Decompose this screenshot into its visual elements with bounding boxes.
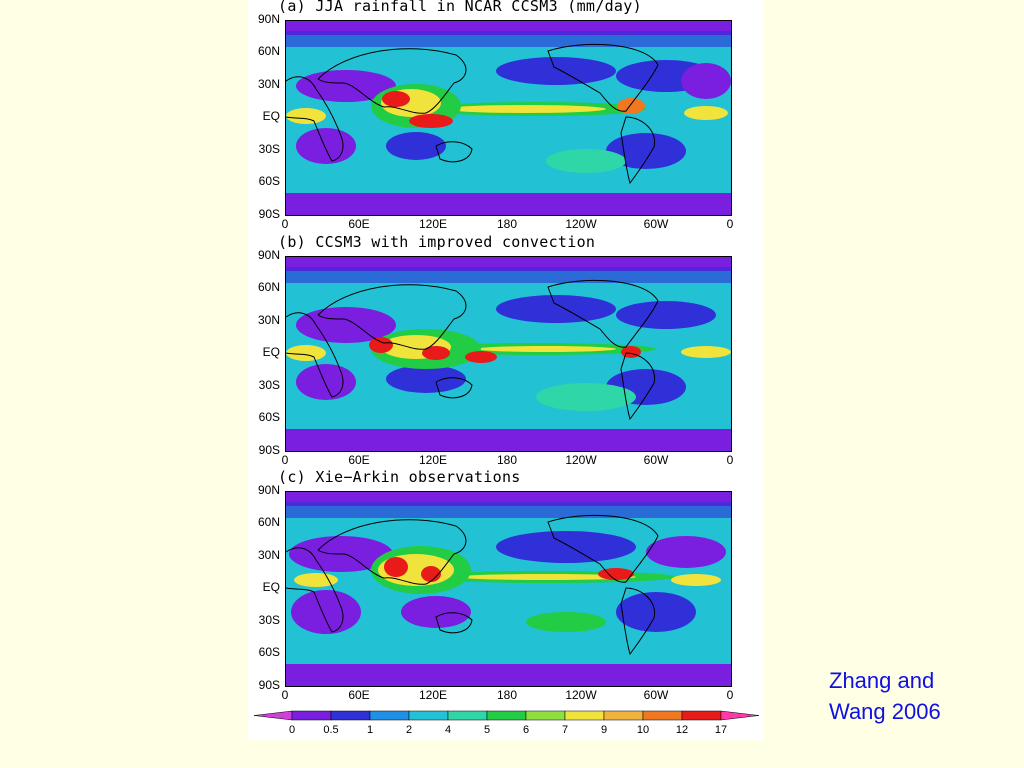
lon-label: 120E xyxy=(418,217,448,231)
colorbar-label: 6 xyxy=(522,724,530,736)
rainfall-map xyxy=(285,20,732,216)
lat-label: EQ xyxy=(262,109,280,123)
figure: (a) JJA rainfall in NCAR CCSM3 (mm/day) … xyxy=(248,0,764,740)
colorbar-swatch xyxy=(642,710,683,721)
colorbar-swatches xyxy=(253,710,760,721)
colorbar-swatch xyxy=(253,710,293,721)
lat-label: 90N xyxy=(257,248,280,262)
colorbar-swatch xyxy=(369,710,410,721)
colorbar-label: 9 xyxy=(600,724,608,736)
lon-label: 120W xyxy=(565,217,597,231)
lat-label: 90N xyxy=(257,12,280,26)
colorbar-swatch xyxy=(486,710,527,721)
colorbar-label: 10 xyxy=(636,724,650,736)
colorbar-label: 0 xyxy=(288,724,296,736)
panel-title: (b) CCSM3 with improved convection xyxy=(278,233,596,251)
lon-label: 60E xyxy=(348,688,370,702)
lat-label: 90S xyxy=(258,443,280,457)
colorbar-label: 17 xyxy=(714,724,728,736)
colorbar-label: 12 xyxy=(675,724,689,736)
colorbar-swatch xyxy=(720,710,760,721)
lon-label: 120W xyxy=(565,453,597,467)
lon-label: 60W xyxy=(643,688,669,702)
colorbar-swatch xyxy=(408,710,449,721)
colorbar-swatch xyxy=(330,710,371,721)
lat-label: 30S xyxy=(258,613,280,627)
lon-label: 120E xyxy=(418,453,448,467)
lon-label: 0 xyxy=(726,217,734,231)
colorbar-label: 0.5 xyxy=(323,724,339,736)
lon-label: 60W xyxy=(643,217,669,231)
panel-title: (a) JJA rainfall in NCAR CCSM3 (mm/day) xyxy=(278,0,642,15)
colorbar-swatch xyxy=(681,710,722,721)
lat-label: 60S xyxy=(258,645,280,659)
colorbar-label: 5 xyxy=(483,724,491,736)
lat-label: 30N xyxy=(257,548,280,562)
citation-line: Wang 2006 xyxy=(829,699,941,724)
lat-label: 60N xyxy=(257,280,280,294)
lon-label: 60W xyxy=(643,453,669,467)
lat-label: 60S xyxy=(258,174,280,188)
lat-label: 30S xyxy=(258,378,280,392)
lat-label: 90S xyxy=(258,678,280,692)
lon-label: 180 xyxy=(496,453,518,467)
lat-label: EQ xyxy=(262,345,280,359)
citation-line: Zhang and xyxy=(829,668,935,693)
lat-label: EQ xyxy=(262,580,280,594)
lon-label: 60E xyxy=(348,217,370,231)
lat-label: 60N xyxy=(257,44,280,58)
lat-label: 60S xyxy=(258,410,280,424)
lon-label: 120W xyxy=(565,688,597,702)
lon-label: 180 xyxy=(496,217,518,231)
lat-label: 90S xyxy=(258,207,280,221)
colorbar-label: 7 xyxy=(561,724,569,736)
panel-a: (a) JJA rainfall in NCAR CCSM3 (mm/day) … xyxy=(248,0,764,236)
lon-label: 0 xyxy=(726,453,734,467)
lon-label: 0 xyxy=(281,217,289,231)
lon-label: 0 xyxy=(281,688,289,702)
lat-label: 30N xyxy=(257,77,280,91)
panel-title: (c) Xie−Arkin observations xyxy=(278,468,521,486)
colorbar-label: 4 xyxy=(444,724,452,736)
colorbar-label: 2 xyxy=(405,724,413,736)
colorbar-swatch xyxy=(447,710,488,721)
lon-label: 60E xyxy=(348,453,370,467)
rainfall-map xyxy=(285,256,732,452)
panel-b: (b) CCSM3 with improved convection 90N 6… xyxy=(248,233,764,472)
lat-label: 30S xyxy=(258,142,280,156)
panel-c: (c) Xie−Arkin observations 90N 60N 30N E… xyxy=(248,468,764,707)
colorbar-label: 1 xyxy=(366,724,374,736)
lon-label: 180 xyxy=(496,688,518,702)
colorbar: 0 0.5 1 2 4 5 6 7 9 10 12 17 xyxy=(248,708,764,738)
colorbar-swatch xyxy=(291,710,332,721)
lat-label: 90N xyxy=(257,483,280,497)
lon-label: 120E xyxy=(418,688,448,702)
colorbar-swatch xyxy=(564,710,605,721)
lon-label: 0 xyxy=(281,453,289,467)
citation-text: Zhang and Wang 2006 xyxy=(829,665,941,727)
lon-label: 0 xyxy=(726,688,734,702)
lat-label: 30N xyxy=(257,313,280,327)
lat-label: 60N xyxy=(257,515,280,529)
rainfall-map xyxy=(285,491,732,687)
colorbar-swatch xyxy=(525,710,566,721)
colorbar-swatch xyxy=(603,710,644,721)
